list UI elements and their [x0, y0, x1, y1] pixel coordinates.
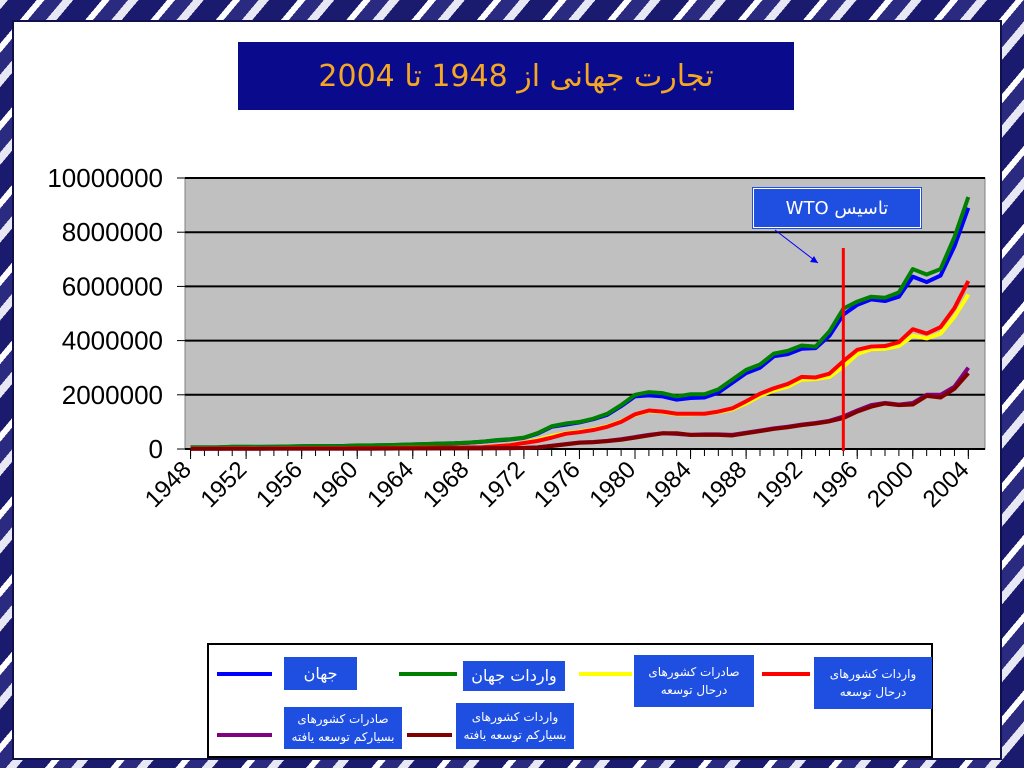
legend-label: صادرات کشورهای درحال توسعه [634, 655, 754, 707]
y-tick-label: 0 [149, 434, 163, 464]
y-tick-label: 10000000 [47, 163, 163, 193]
legend-swatch [217, 733, 272, 737]
y-tick-label: 8000000 [62, 217, 163, 247]
x-tick-label: 1964 [362, 456, 419, 513]
y-tick-label: 6000000 [62, 271, 163, 301]
arrow-head [810, 256, 818, 263]
legend-label: صادرات کشورهای بسیارکم توسعه یافته [284, 707, 402, 749]
chart-title: تجارت جهانی از 1948 تا 2004 [238, 42, 794, 110]
series-line [190, 196, 971, 450]
legend: جهان واردات جهان صادرات کشورهای درحال توسع… [207, 643, 933, 758]
x-tick-label: 1988 [696, 456, 753, 513]
x-tick-label: 1976 [529, 456, 586, 513]
y-tick-label: 4000000 [62, 326, 163, 356]
y-tick-label: 2000000 [62, 380, 163, 410]
legend-swatch [579, 672, 632, 676]
x-tick-label: 2000 [862, 456, 919, 513]
x-tick-label: 1984 [640, 456, 697, 513]
series-line [190, 371, 970, 451]
x-tick-label: 1956 [251, 456, 308, 513]
legend-swatch [399, 672, 457, 676]
x-tick-label: 1980 [584, 456, 641, 513]
legend-label: واردات کشورهای بسیارکم توسعه یافته [456, 703, 574, 749]
x-tick-label: 1972 [473, 456, 530, 513]
x-tick-label: 1960 [307, 456, 364, 513]
legend-label: جهان [284, 657, 357, 690]
x-tick-label: 1948 [140, 456, 197, 513]
legend-swatch [762, 672, 810, 676]
legend-label: واردات کشورهای درحال توسعه [814, 657, 932, 709]
x-tick-label: 2004 [918, 456, 975, 513]
x-tick-label: 1952 [196, 456, 253, 513]
x-tick-label: 1996 [807, 456, 864, 513]
legend-label: واردات جهان [463, 661, 565, 691]
annotation: تاسیس WTO [752, 187, 922, 229]
x-tick-label: 1968 [418, 456, 475, 513]
annotation-arrow [774, 229, 819, 264]
x-tick-label: 1992 [751, 456, 808, 513]
legend-swatch [407, 733, 452, 737]
legend-swatch [217, 672, 272, 676]
